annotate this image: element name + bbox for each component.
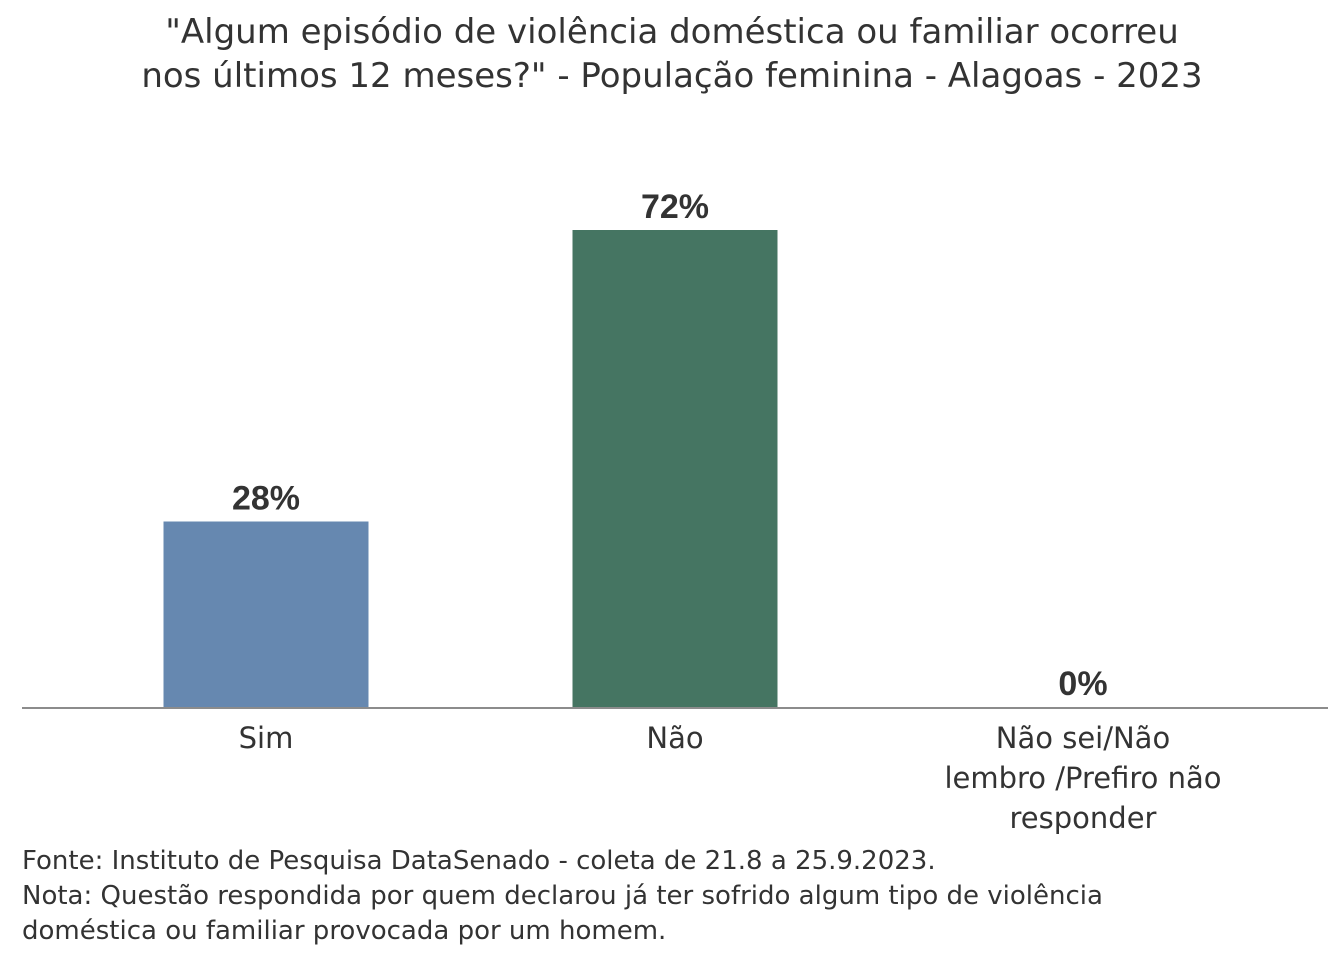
- note-line-2: doméstica ou familiar provocada por um h…: [22, 916, 667, 946]
- x-tick-label-1-line-0: Não: [646, 721, 703, 755]
- bar-chart: 28% Sim 72% Não 0% Não sei/Não lembro /Prefiro…: [22, 188, 1328, 835]
- x-tick-label-2-line-2: responder: [1010, 801, 1157, 835]
- x-tick-label-2: Não sei/Não lembro /Prefiro não responder: [944, 721, 1221, 835]
- data-label-2: 0%: [1058, 665, 1107, 703]
- source-note: Fonte: Instituto de Pesquisa DataSenado …: [22, 846, 936, 876]
- bar-0: [163, 521, 369, 707]
- x-tick-label-1: Não: [646, 721, 703, 755]
- data-label-0: 28%: [232, 480, 300, 518]
- chart-footnotes: Fonte: Instituto de Pesquisa DataSenado …: [22, 844, 1322, 949]
- data-label-1: 72%: [641, 188, 709, 226]
- x-tick-label-2-line-1: lembro /Prefiro não: [944, 761, 1221, 795]
- chart-title-line-2: nos últimos 12 meses?" - População femin…: [141, 56, 1203, 96]
- x-tick-label-2-line-0: Não sei/Não: [996, 721, 1170, 755]
- note-line-1: Nota: Questão respondida por quem declar…: [22, 881, 1103, 911]
- x-tick-label-0: Sim: [239, 721, 294, 755]
- x-tick-label-0-line-0: Sim: [239, 721, 294, 755]
- bar-1: [572, 230, 778, 707]
- chart-title: "Algum episódio de violência doméstica o…: [0, 10, 1344, 98]
- chart-title-line-1: "Algum episódio de violência doméstica o…: [165, 12, 1179, 52]
